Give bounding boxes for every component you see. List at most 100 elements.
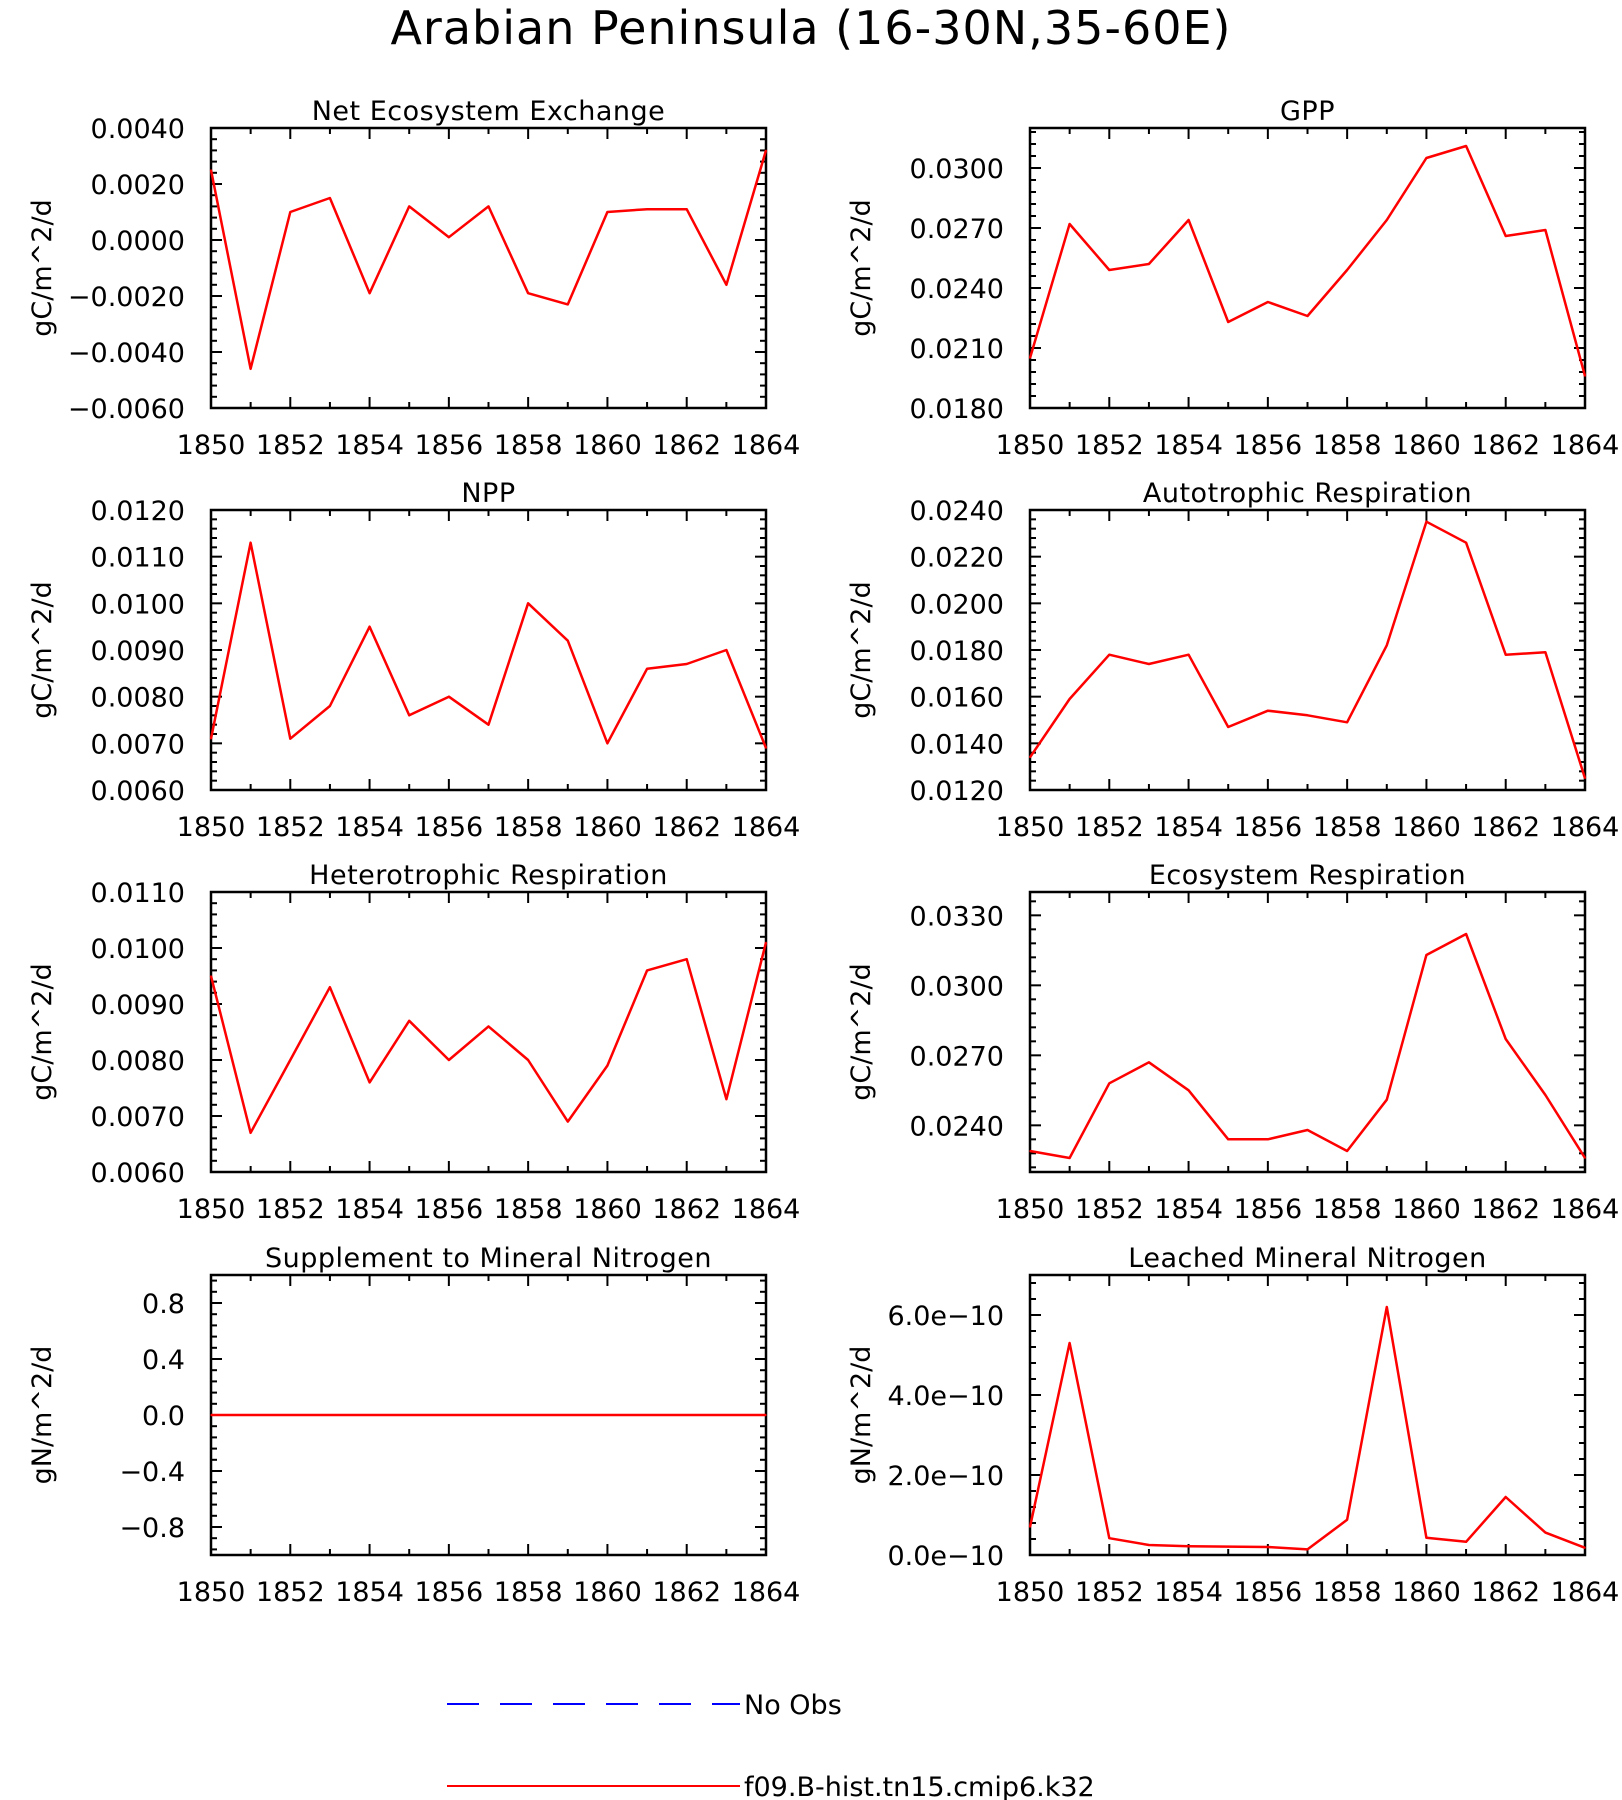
panel-title: Ecosystem Respiration (1149, 860, 1466, 891)
x-tick-label: 1864 (732, 430, 801, 461)
data-point (765, 1414, 767, 1416)
data-point (289, 211, 292, 213)
data-point (1504, 1496, 1507, 1498)
y-tick-label: −0.8 (119, 1513, 185, 1544)
x-tick-label: 1850 (996, 1577, 1065, 1608)
y-tick-label: 4.0e−10 (887, 1381, 1004, 1412)
data-point (1267, 1546, 1269, 1548)
data-point (725, 1414, 728, 1416)
data-point (249, 541, 252, 544)
y-axis-label: gC/m^2/d (846, 199, 877, 336)
data-point (1227, 726, 1229, 728)
y-tick-label: 0.0270 (910, 214, 1004, 245)
data-point (567, 303, 569, 306)
data-point (685, 208, 688, 210)
data-point (1068, 223, 1071, 225)
panel-nee: Net Ecosystem Exchange gC/m^2/d 1850 1852 18… (27, 96, 800, 461)
data-point (1068, 698, 1071, 700)
data-point (210, 737, 212, 740)
y-tick-label: 0.8 (142, 1289, 185, 1320)
data-point (1148, 263, 1150, 265)
x-tick-label: 1856 (414, 1577, 483, 1608)
x-tick-label: 1850 (177, 1194, 246, 1225)
data-point (1029, 1150, 1031, 1152)
panels: Net Ecosystem Exchange gC/m^2/d 1850 1852 18… (27, 96, 1619, 1608)
x-tick-label: 1860 (573, 1194, 642, 1225)
x-tick-label: 1860 (1392, 1194, 1461, 1225)
data-point (725, 1098, 728, 1100)
data-point (1267, 1138, 1269, 1141)
data-point (606, 1064, 609, 1067)
y-axis-label: gC/m^2/d (27, 581, 58, 718)
plot-frame (209, 126, 768, 410)
series-line (1028, 1305, 1586, 1551)
data-point (1148, 1544, 1150, 1546)
data-point (249, 1414, 252, 1416)
y-tick-label: 0.0300 (910, 154, 1004, 185)
data-point (210, 169, 212, 171)
data-point (567, 1414, 569, 1416)
y-axis-label: gC/m^2/d (27, 963, 58, 1100)
data-point (1227, 1138, 1229, 1141)
data-point (1187, 219, 1190, 221)
data-point (448, 236, 450, 238)
data-point (765, 747, 767, 749)
data-point (368, 1414, 371, 1416)
data-point (289, 737, 292, 740)
data-point (329, 197, 331, 199)
legend-label-model: f09.B-hist.tn15.cmip6.k32 (744, 1772, 1095, 1800)
x-tick-label: 1860 (1392, 812, 1461, 843)
panel-title: Heterotrophic Respiration (309, 860, 668, 891)
data-point (329, 1414, 331, 1416)
data-point (448, 695, 450, 698)
data-point (210, 1414, 212, 1416)
data-point (1306, 714, 1309, 717)
panel-gpp: GPP gC/m^2/d 1850 1852 1854 1856 1858 1860 1862 1… (846, 96, 1619, 461)
data-point (725, 649, 728, 651)
data-point (1386, 644, 1388, 647)
data-point (1386, 1098, 1388, 1101)
data-point (1029, 357, 1031, 359)
data-point (1148, 1061, 1150, 1064)
data-point (1504, 235, 1507, 237)
x-tick-label: 1858 (494, 1194, 563, 1225)
data-point (408, 714, 411, 717)
data-point (1386, 1306, 1388, 1308)
y-tick-label: 0.0180 (910, 636, 1004, 667)
y-tick-label: 0.0000 (91, 226, 185, 257)
data-point (1425, 520, 1428, 523)
x-tick-label: 1864 (732, 812, 801, 843)
y-tick-label: 0.0060 (91, 776, 185, 807)
data-point (249, 1132, 252, 1134)
data-point (685, 1414, 688, 1416)
y-tick-label: −0.0020 (68, 282, 185, 313)
data-point (1267, 301, 1269, 303)
y-tick-label: 0.0110 (91, 878, 185, 909)
data-point (329, 986, 331, 988)
data-point (527, 292, 529, 295)
y-tick-label: 0.0080 (91, 683, 185, 714)
series-line (1028, 520, 1587, 779)
x-tick-label: 1858 (1313, 812, 1382, 843)
y-tick-label: 0.0070 (91, 729, 185, 760)
x-tick-label: 1860 (573, 812, 642, 843)
data-point (1029, 1526, 1031, 1528)
data-point (408, 205, 411, 208)
x-tick-label: 1850 (177, 1577, 246, 1608)
data-point (210, 975, 212, 977)
data-point (646, 969, 648, 972)
legend-label-no-obs: No Obs (744, 1690, 842, 1721)
series-line (209, 150, 768, 371)
data-point (368, 625, 371, 628)
y-tick-label: 0.0240 (910, 1111, 1004, 1142)
x-tick-label: 1850 (177, 812, 246, 843)
data-point (1425, 1537, 1428, 1539)
data-point (1386, 219, 1388, 221)
panel-title: NPP (461, 478, 515, 509)
panel-title: GPP (1280, 96, 1335, 127)
data-point (606, 1414, 609, 1416)
data-point (1425, 157, 1428, 159)
data-point (567, 1120, 569, 1123)
y-tick-label: 0.0140 (910, 729, 1004, 760)
x-tick-label: 1854 (335, 812, 404, 843)
